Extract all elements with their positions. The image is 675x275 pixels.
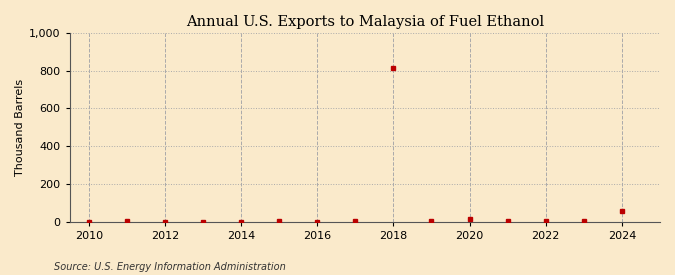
Y-axis label: Thousand Barrels: Thousand Barrels [15, 79, 25, 176]
Title: Annual U.S. Exports to Malaysia of Fuel Ethanol: Annual U.S. Exports to Malaysia of Fuel … [186, 15, 544, 29]
Text: Source: U.S. Energy Information Administration: Source: U.S. Energy Information Administ… [54, 262, 286, 271]
